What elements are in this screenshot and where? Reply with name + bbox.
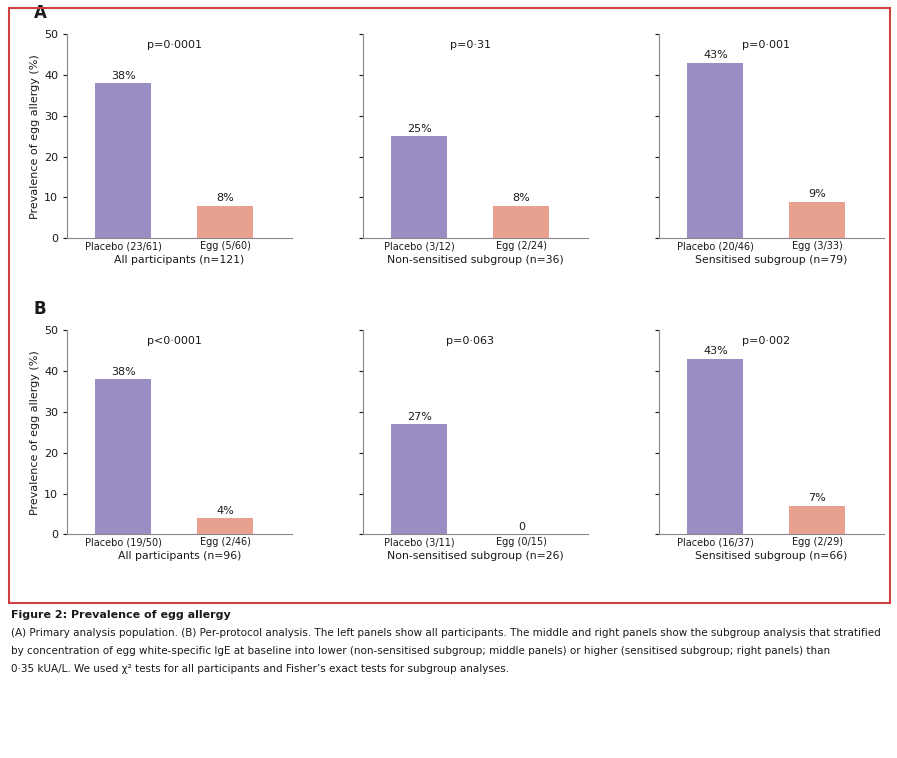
X-axis label: Non-sensitised subgroup (n=36): Non-sensitised subgroup (n=36) (387, 255, 564, 265)
Text: 27%: 27% (407, 412, 431, 421)
Text: by concentration of egg white-specific IgE at baseline into lower (non-sensitise: by concentration of egg white-specific I… (11, 646, 830, 656)
X-axis label: Sensitised subgroup (n=66): Sensitised subgroup (n=66) (695, 551, 848, 562)
Text: 9%: 9% (808, 189, 826, 199)
Text: p=0·31: p=0·31 (449, 40, 491, 50)
X-axis label: All participants (n=96): All participants (n=96) (118, 551, 241, 562)
Text: Figure 2: Prevalence of egg allergy: Figure 2: Prevalence of egg allergy (11, 610, 231, 620)
Bar (687, 359, 744, 534)
Bar (197, 518, 253, 534)
Text: A: A (34, 4, 47, 22)
Text: p=0·063: p=0·063 (447, 337, 494, 346)
Text: 43%: 43% (703, 50, 727, 60)
Text: p=0·0001: p=0·0001 (147, 40, 202, 50)
X-axis label: Sensitised subgroup (n=79): Sensitised subgroup (n=79) (695, 255, 848, 265)
Bar (197, 205, 253, 238)
Bar (493, 205, 549, 238)
Bar (391, 424, 448, 534)
Bar (95, 83, 152, 238)
Text: B: B (34, 300, 47, 318)
Text: 38%: 38% (111, 70, 135, 80)
Text: 43%: 43% (703, 346, 727, 356)
Text: 8%: 8% (216, 193, 234, 203)
Text: (A) Primary analysis population. (B) Per-protocol analysis. The left panels show: (A) Primary analysis population. (B) Per… (11, 628, 881, 637)
X-axis label: All participants (n=121): All participants (n=121) (114, 255, 245, 265)
Text: 25%: 25% (407, 124, 431, 133)
Text: 8%: 8% (512, 193, 530, 203)
Bar (687, 63, 744, 238)
Bar (391, 136, 448, 238)
Text: p<0·0001: p<0·0001 (147, 337, 202, 346)
Text: 4%: 4% (216, 506, 234, 515)
Text: p=0·002: p=0·002 (742, 337, 790, 346)
Y-axis label: Prevalence of egg allergy (%): Prevalence of egg allergy (%) (30, 350, 40, 515)
Bar (789, 202, 845, 238)
Y-axis label: Prevalence of egg allergy (%): Prevalence of egg allergy (%) (30, 54, 40, 218)
Text: 0·35 kUA/L. We used χ² tests for all participants and Fisher’s exact tests for s: 0·35 kUA/L. We used χ² tests for all par… (11, 664, 509, 674)
Text: 0: 0 (518, 522, 525, 532)
Text: 38%: 38% (111, 367, 135, 377)
Bar (789, 506, 845, 534)
Text: 7%: 7% (808, 493, 826, 503)
Text: p=0·001: p=0·001 (743, 40, 790, 50)
X-axis label: Non-sensitised subgroup (n=26): Non-sensitised subgroup (n=26) (387, 551, 564, 562)
Bar (95, 379, 152, 534)
